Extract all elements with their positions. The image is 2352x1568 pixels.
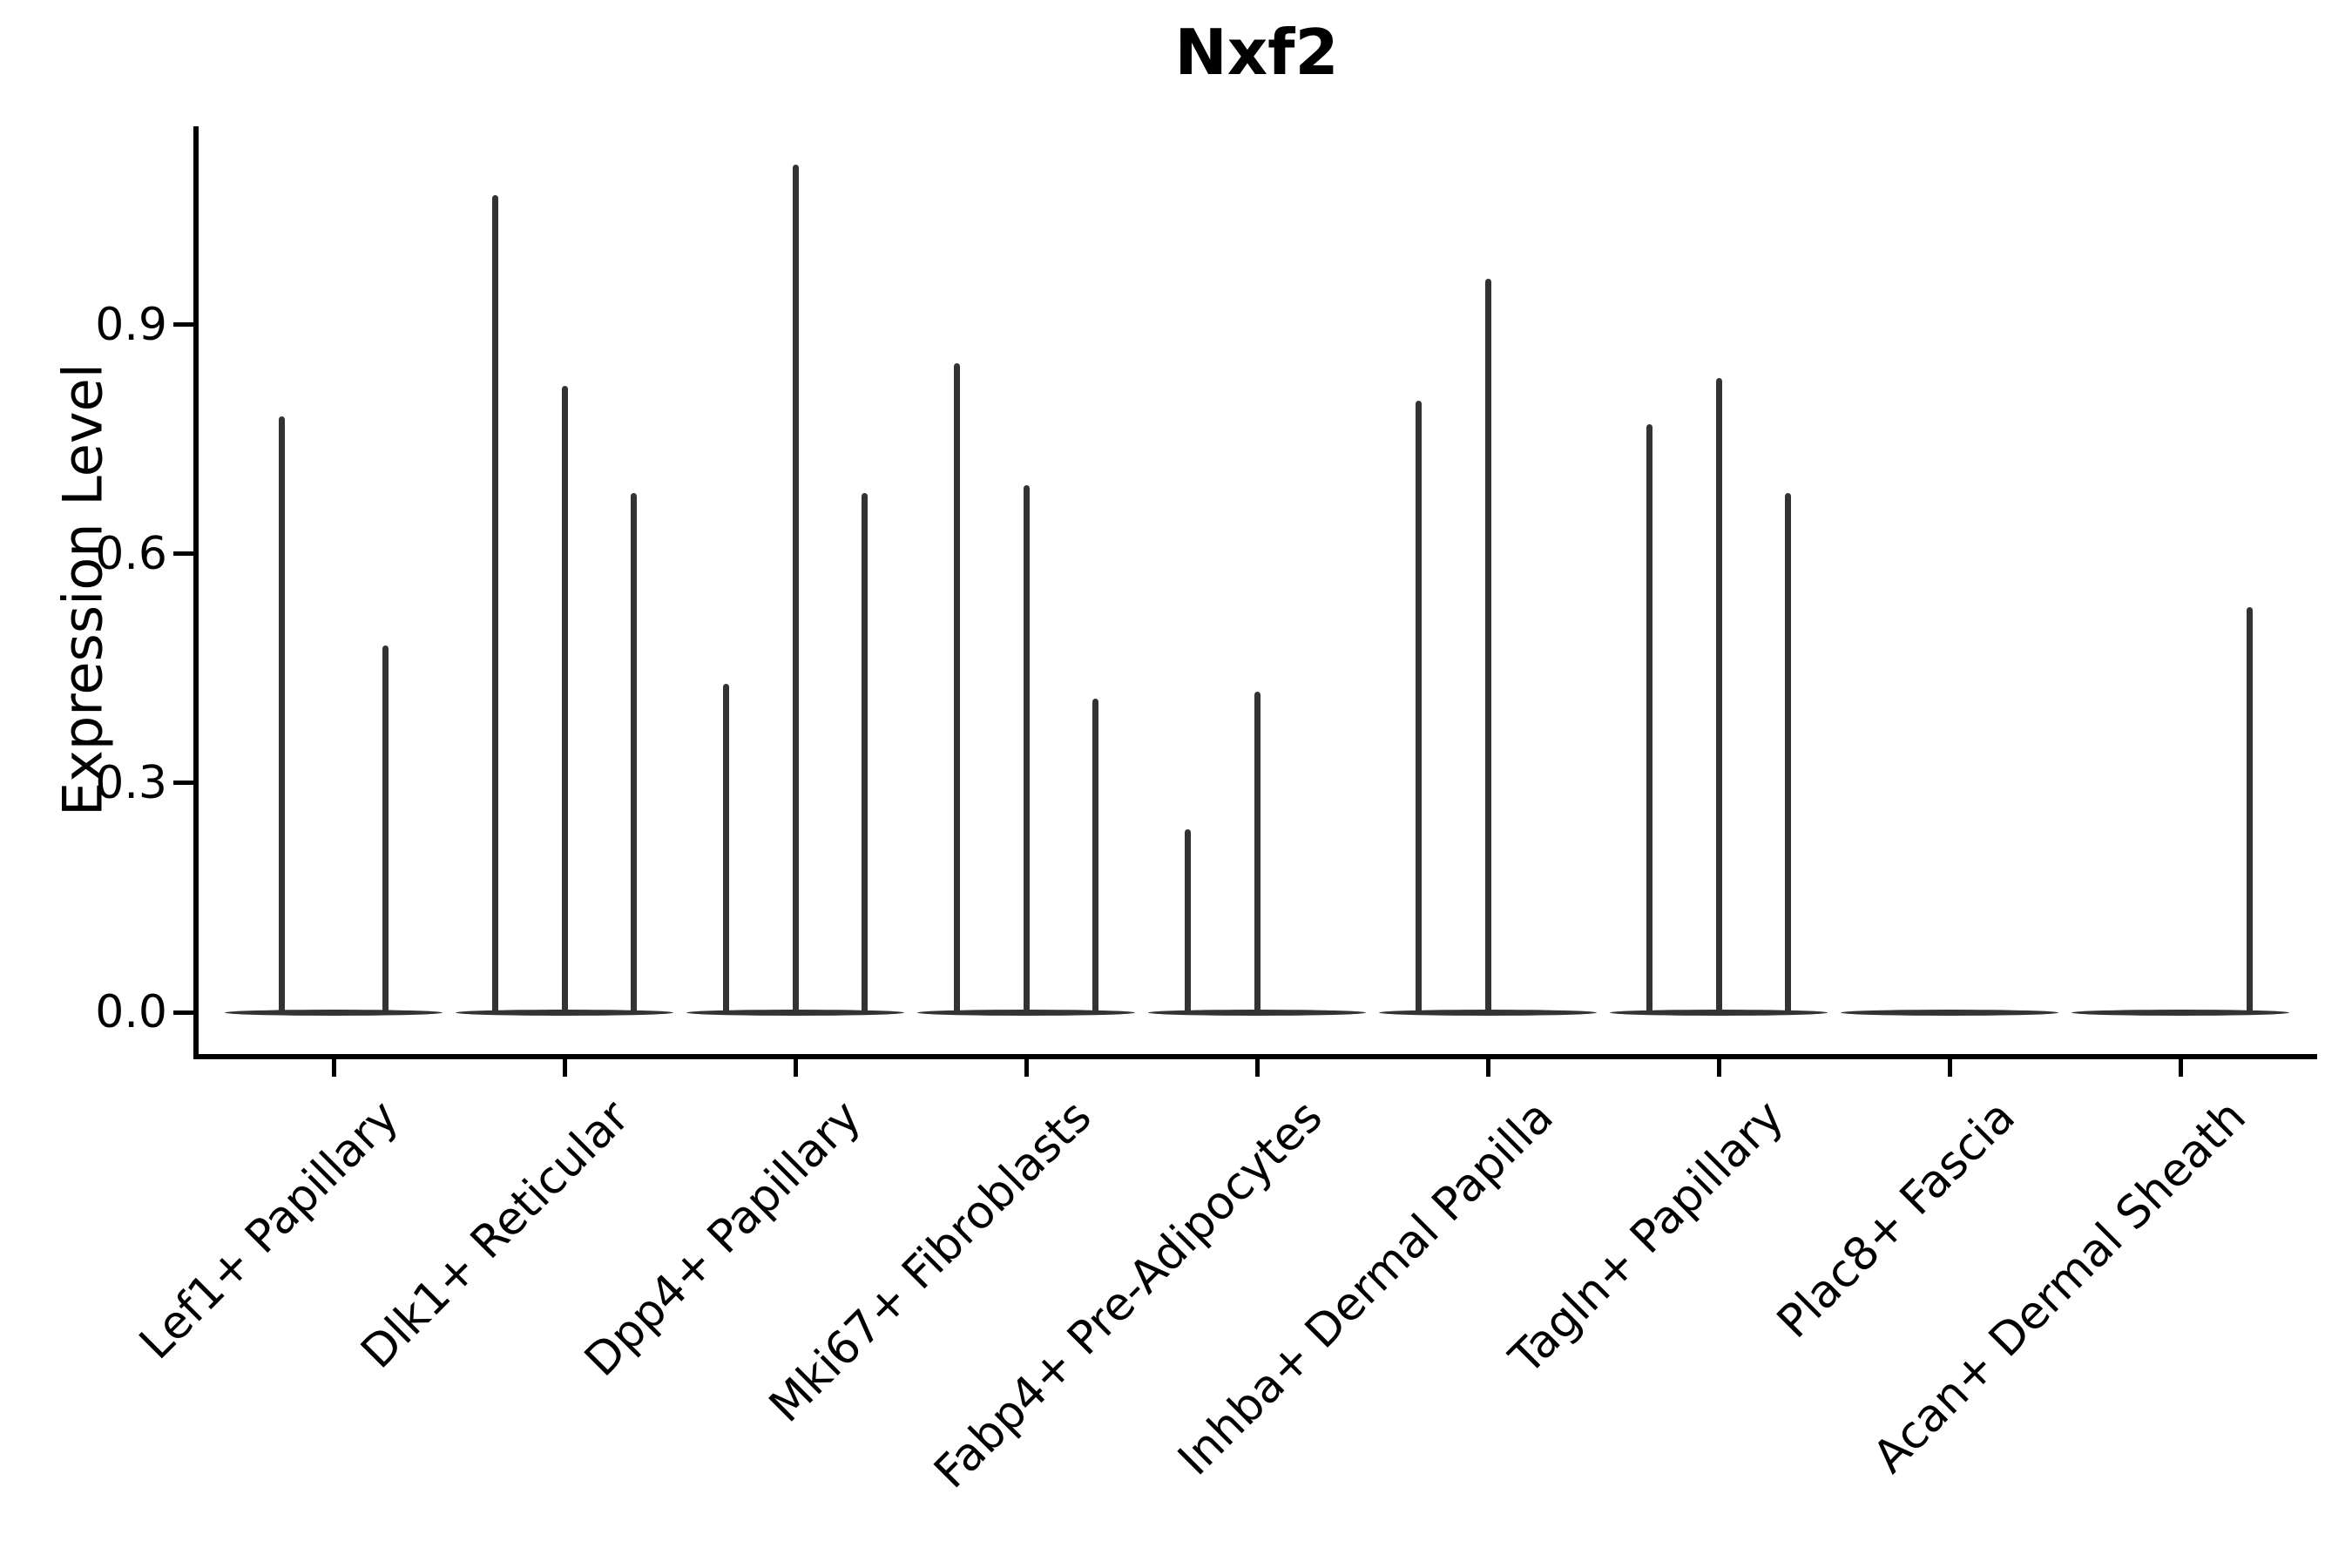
x-axis-label: Fabp4+ Pre-Adipocytes [924,1091,1333,1499]
y-tick-label: 0.6 [95,527,167,580]
y-tick [173,551,196,557]
violin-spike [954,362,960,1012]
violin-spike [1185,828,1191,1012]
y-tick-label: 0.0 [95,986,167,1038]
violin-spike [382,645,389,1012]
x-tick [562,1054,567,1077]
x-axis-label: Plac8+ Fascia [1767,1091,2025,1348]
violin-spike [278,416,285,1012]
violin-spike [2247,607,2253,1012]
violin-baseline [1841,1009,2058,1016]
violin-spike [1484,279,1491,1012]
x-tick [793,1054,798,1077]
y-tick-label: 0.9 [95,298,167,351]
violin-baseline [917,1009,1135,1016]
y-tick [173,322,196,328]
violin-spike [862,492,868,1012]
x-tick [1485,1054,1490,1077]
violin-spike [561,385,568,1012]
x-tick [1947,1054,1952,1077]
violin-spike [1416,401,1422,1012]
x-tick [1254,1054,1260,1077]
violin-spike [1254,691,1260,1012]
violin-spike [1715,378,1722,1012]
violin-spike [723,683,729,1012]
x-axis-label: Inhba+ Dermal Papilla [1167,1091,1564,1486]
x-axis-label: Acan+ Dermal Sheath [1862,1091,2256,1484]
violin-spike [1785,492,1791,1012]
violin-baseline [2072,1009,2289,1016]
y-axis-spine [193,126,199,1059]
violin-spike [631,492,637,1012]
x-tick [1716,1054,1721,1077]
violin-spike [792,164,799,1012]
violin-baseline [225,1009,443,1016]
y-tick [173,781,196,786]
violin-baseline [1379,1009,1597,1016]
violin-spike [1646,423,1652,1012]
y-axis-label: Expression Level [51,363,115,816]
y-tick-label: 0.3 [95,756,167,809]
violin-baseline [456,1009,673,1016]
x-tick [331,1054,336,1077]
violin-spike [492,194,498,1012]
violin-baseline [1610,1009,1828,1016]
x-tick [1024,1054,1029,1077]
violin-spike [1023,484,1030,1012]
y-tick [173,1010,196,1015]
violin-spike [1092,699,1098,1012]
violin-baseline [1148,1009,1366,1016]
violin-baseline [686,1009,904,1016]
x-tick [2178,1054,2183,1077]
plot-title: Nxf2 [1174,16,1339,89]
